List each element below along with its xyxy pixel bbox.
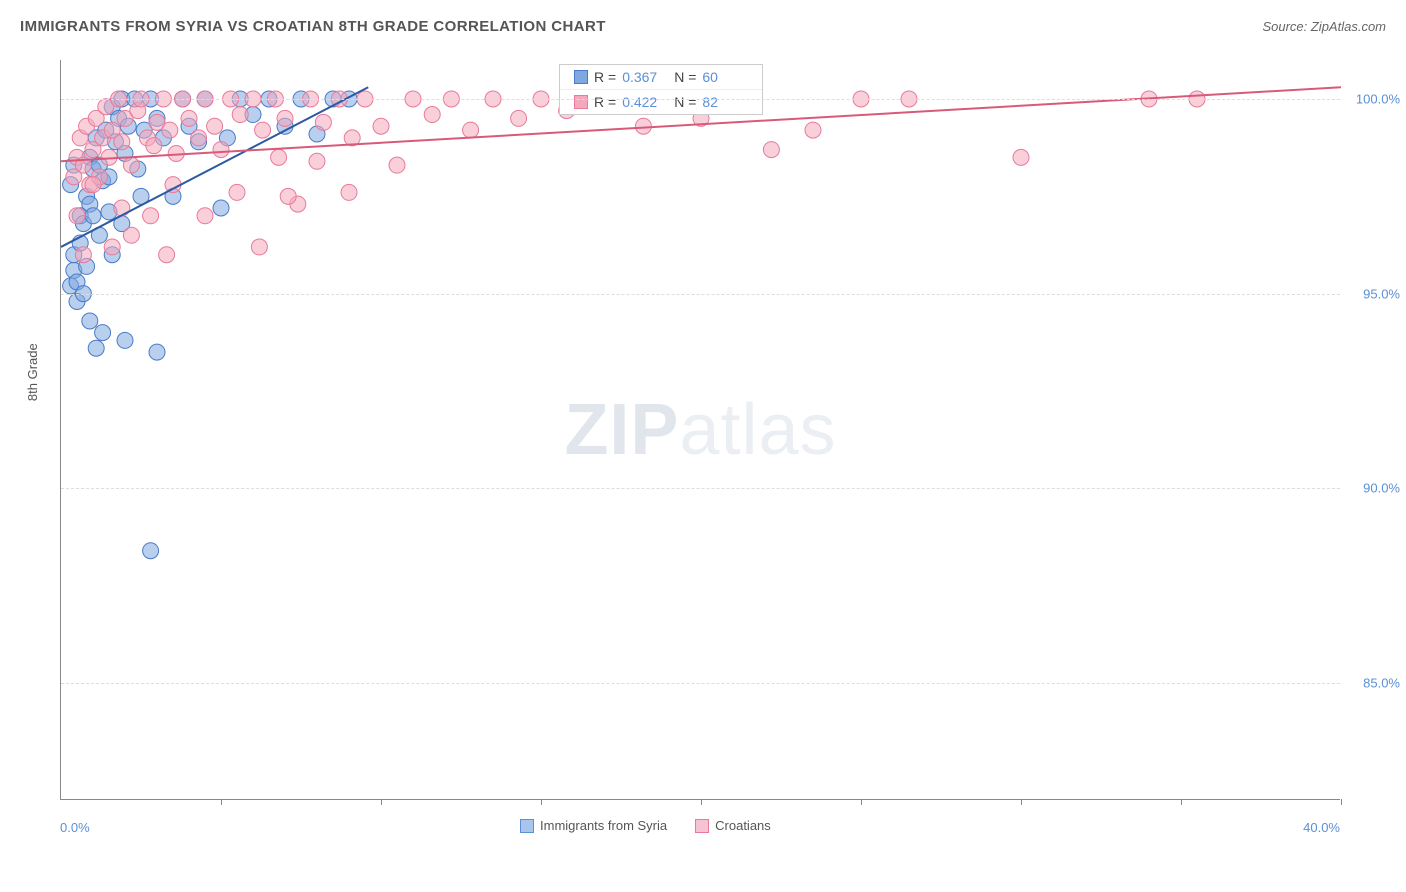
- legend-item-croatians: Croatians: [695, 818, 771, 833]
- data-point: [85, 177, 101, 193]
- data-point: [88, 340, 104, 356]
- data-point: [763, 142, 779, 158]
- stat-n-value-2: 82: [702, 94, 748, 110]
- stat-swatch-2: [574, 95, 588, 109]
- legend-swatch-syria: [520, 819, 534, 833]
- data-point: [229, 184, 245, 200]
- data-point: [341, 184, 357, 200]
- data-point: [114, 134, 130, 150]
- legend-label-syria: Immigrants from Syria: [540, 818, 667, 833]
- stat-row-series1: R = 0.367 N = 60: [560, 65, 762, 90]
- stat-row-series2: R = 0.422 N = 82: [560, 90, 762, 114]
- data-point: [207, 118, 223, 134]
- data-point: [213, 142, 229, 158]
- data-point: [197, 208, 213, 224]
- stat-r-value-2: 0.422: [622, 94, 668, 110]
- data-point: [315, 114, 331, 130]
- x-tick: [541, 799, 542, 805]
- data-point: [95, 325, 111, 341]
- data-point: [69, 208, 85, 224]
- data-point: [213, 200, 229, 216]
- data-point: [165, 177, 181, 193]
- stat-n-label-2: N =: [674, 94, 696, 110]
- gridline: [61, 99, 1340, 100]
- y-tick-label: 95.0%: [1345, 286, 1400, 301]
- legend-label-croatians: Croatians: [715, 818, 771, 833]
- data-point: [143, 208, 159, 224]
- y-tick-label: 85.0%: [1345, 676, 1400, 691]
- data-point: [635, 118, 651, 134]
- data-point: [389, 157, 405, 173]
- data-point: [149, 344, 165, 360]
- x-tick: [861, 799, 862, 805]
- source-attribution: Source: ZipAtlas.com: [1262, 19, 1386, 34]
- data-point: [373, 118, 389, 134]
- x-tick: [381, 799, 382, 805]
- y-tick-label: 90.0%: [1345, 481, 1400, 496]
- stat-n-value-1: 60: [702, 69, 748, 85]
- data-point: [159, 247, 175, 263]
- y-axis-title: 8th Grade: [25, 343, 40, 401]
- data-point: [309, 153, 325, 169]
- x-max-label: 40.0%: [1303, 820, 1340, 835]
- data-point: [255, 122, 271, 138]
- legend-bottom: Immigrants from Syria Croatians: [520, 818, 771, 833]
- stat-n-label-1: N =: [674, 69, 696, 85]
- data-point: [75, 247, 91, 263]
- data-point: [277, 110, 293, 126]
- data-point: [271, 149, 287, 165]
- data-point: [805, 122, 821, 138]
- data-point: [191, 130, 207, 146]
- gridline: [61, 488, 1340, 489]
- data-point: [117, 332, 133, 348]
- data-point: [104, 239, 120, 255]
- data-point: [1013, 149, 1029, 165]
- data-point: [143, 543, 159, 559]
- data-point: [123, 227, 139, 243]
- legend-item-syria: Immigrants from Syria: [520, 818, 667, 833]
- data-point: [232, 107, 248, 123]
- data-point: [463, 122, 479, 138]
- x-tick: [1341, 799, 1342, 805]
- data-point: [85, 208, 101, 224]
- data-point: [162, 122, 178, 138]
- plot-area: ZIPatlas R = 0.367 N = 60 R = 0.422 N = …: [60, 60, 1340, 800]
- stat-r-label-1: R =: [594, 69, 616, 85]
- gridline: [61, 683, 1340, 684]
- x-tick: [1181, 799, 1182, 805]
- y-tick-label: 100.0%: [1345, 91, 1400, 106]
- data-point: [146, 138, 162, 154]
- data-point: [511, 110, 527, 126]
- title-bar: IMMIGRANTS FROM SYRIA VS CROATIAN 8TH GR…: [20, 18, 1386, 35]
- chart-title: IMMIGRANTS FROM SYRIA VS CROATIAN 8TH GR…: [20, 18, 606, 35]
- data-point: [114, 200, 130, 216]
- data-point: [424, 107, 440, 123]
- x-tick: [221, 799, 222, 805]
- scatter-svg: [61, 60, 1340, 799]
- x-min-label: 0.0%: [60, 820, 90, 835]
- x-tick: [701, 799, 702, 805]
- correlation-stat-box: R = 0.367 N = 60 R = 0.422 N = 82: [559, 64, 763, 115]
- x-tick: [1021, 799, 1022, 805]
- data-point: [251, 239, 267, 255]
- stat-swatch-1: [574, 70, 588, 84]
- legend-swatch-croatians: [695, 819, 709, 833]
- stat-r-label-2: R =: [594, 94, 616, 110]
- gridline: [61, 294, 1340, 295]
- data-point: [82, 313, 98, 329]
- data-point: [280, 188, 296, 204]
- stat-r-value-1: 0.367: [622, 69, 668, 85]
- data-point: [123, 157, 139, 173]
- data-point: [181, 110, 197, 126]
